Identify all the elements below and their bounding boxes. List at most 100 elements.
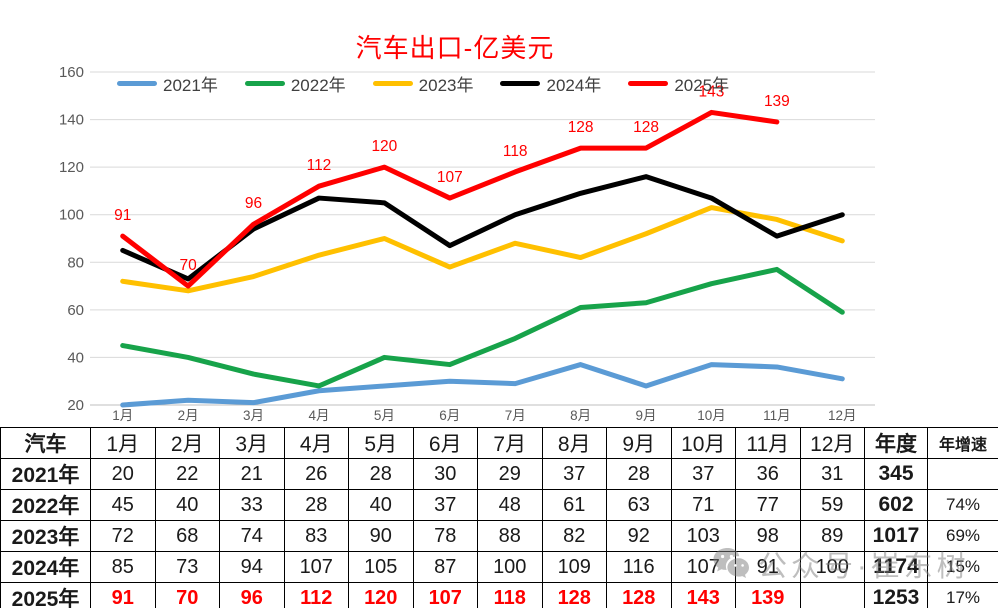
annual-growth-cell: 69% xyxy=(927,520,998,552)
month-value-cell: 116 xyxy=(606,551,672,583)
annual-total-cell: 345 xyxy=(864,458,928,490)
x-axis-tick-label: 9月 xyxy=(636,408,657,423)
y-axis-tick-label: 60 xyxy=(67,302,84,319)
month-value-cell: 77 xyxy=(735,489,801,521)
month-value-cell: 63 xyxy=(606,489,672,521)
month-value-cell: 100 xyxy=(799,551,865,583)
month-value-cell: 89 xyxy=(799,520,865,552)
table-column-header: 3月 xyxy=(219,427,285,459)
table-column-header: 10月 xyxy=(670,427,736,459)
month-value-cell: 37 xyxy=(670,458,736,490)
legend-item: 2021年 xyxy=(117,71,218,96)
x-axis-tick-label: 7月 xyxy=(505,408,526,423)
month-value-cell: 139 xyxy=(735,582,801,608)
x-axis-tick-label: 5月 xyxy=(374,408,395,423)
month-value-cell: 128 xyxy=(541,582,607,608)
table-column-header: 5月 xyxy=(348,427,414,459)
month-value-cell: 91 xyxy=(735,551,801,583)
annual-total-cell: 1253 xyxy=(864,582,928,608)
month-value-cell: 29 xyxy=(477,458,543,490)
month-value-cell: 31 xyxy=(799,458,865,490)
legend-label: 2021年 xyxy=(163,76,218,95)
legend-label: 2024年 xyxy=(546,76,602,95)
month-value-cell: 112 xyxy=(283,582,349,608)
data-label: 120 xyxy=(371,138,397,155)
month-value-cell: 87 xyxy=(412,551,478,583)
month-value-cell: 103 xyxy=(670,520,736,552)
series-line-2021年 xyxy=(120,362,845,408)
month-value-cell: 30 xyxy=(412,458,478,490)
month-value-cell: 59 xyxy=(799,489,865,521)
data-label: 112 xyxy=(307,157,332,174)
month-value-cell: 40 xyxy=(154,489,220,521)
month-value-cell: 68 xyxy=(154,520,220,552)
x-axis-tick-label: 11月 xyxy=(763,408,791,423)
month-value-cell: 48 xyxy=(477,489,543,521)
export-line-chart: 160 140 120 100 80 60 40 20 1月 2月 3月 4月 5月 6月 7月 8月 9月 10… xyxy=(58,33,875,423)
data-label: 96 xyxy=(245,195,262,212)
legend-item: 2022年 xyxy=(244,71,346,96)
month-value-cell: 120 xyxy=(348,582,414,608)
row-label: 2021年 xyxy=(0,458,91,490)
month-value-cell: 78 xyxy=(412,520,478,552)
data-label: 128 xyxy=(568,119,594,136)
legend-swatch xyxy=(500,81,541,86)
table-column-header: 8月 xyxy=(541,427,607,459)
x-axis-tick-label: 12月 xyxy=(828,408,857,423)
month-value-cell: 40 xyxy=(348,489,414,521)
table-column-header: 11月 xyxy=(735,427,801,459)
table-row: 2025年 91 70 96 112 120 107 118 128 128 143 139 1253 1… xyxy=(0,582,998,608)
month-value-cell: 61 xyxy=(541,489,607,521)
legend-swatch xyxy=(372,81,413,86)
series-line-2022年 xyxy=(120,266,845,389)
month-value-cell: 105 xyxy=(348,551,414,583)
month-value-cell: 33 xyxy=(219,489,285,521)
y-axis-tick-label: 80 xyxy=(67,254,84,271)
table-column-header: 1月 xyxy=(90,427,156,459)
month-value-cell: 22 xyxy=(154,458,220,490)
month-value-cell: 96 xyxy=(219,582,285,608)
y-axis-tick-label: 160 xyxy=(59,64,84,81)
y-axis-tick-label: 40 xyxy=(67,349,84,366)
annual-growth-cell: 15% xyxy=(927,551,998,583)
data-label: 139 xyxy=(764,93,790,110)
table-column-header: 年度 xyxy=(864,427,928,459)
x-axis-tick-label: 8月 xyxy=(570,408,591,423)
month-value-cell: 28 xyxy=(348,458,414,490)
x-axis-tick-label: 2月 xyxy=(178,408,199,423)
month-value-cell: 109 xyxy=(541,551,607,583)
month-value-cell: 118 xyxy=(477,582,543,608)
table-column-header: 4月 xyxy=(283,427,349,459)
series-line-2024年 xyxy=(120,174,845,282)
data-label: 107 xyxy=(437,169,463,186)
month-value-cell: 83 xyxy=(283,520,349,552)
row-label: 2025年 xyxy=(0,582,91,608)
month-value-cell: 71 xyxy=(670,489,736,521)
table-header-row: 汽车 1月 2月 3月 4月 5月 6月 7月 8月 9月 10月 11月 12月 年度 年增速 xyxy=(0,427,998,459)
legend-item: 2025年 xyxy=(628,71,729,96)
data-label: 118 xyxy=(503,143,528,160)
month-value-cell: 73 xyxy=(154,551,220,583)
month-value-cell: 85 xyxy=(90,551,156,583)
data-label: 91 xyxy=(114,207,131,224)
table-column-header: 2月 xyxy=(154,427,220,459)
month-value-cell: 45 xyxy=(90,489,156,521)
table-row: 2021年 20 22 21 26 28 30 29 37 28 37 36 31 345 xyxy=(0,458,998,490)
chart-plot: 160 140 120 100 80 60 40 20 1月 2月 3月 4月 5月 6月 7月 8月 9月 10… xyxy=(59,64,875,423)
data-label: 70 xyxy=(180,257,198,274)
month-value-cell: 74 xyxy=(219,520,285,552)
table-column-header: 6月 xyxy=(412,427,478,459)
y-axis-tick-label: 20 xyxy=(67,397,84,414)
series-line-2025年 xyxy=(120,109,780,289)
annual-total-cell: 602 xyxy=(864,489,928,521)
legend-swatch xyxy=(117,81,157,86)
month-value-cell: 128 xyxy=(606,582,672,608)
month-value-cell: 70 xyxy=(154,582,220,608)
month-value-cell: 28 xyxy=(606,458,672,490)
month-value-cell: 107 xyxy=(670,551,736,583)
data-label: 143 xyxy=(699,83,725,100)
table-corner-header: 汽车 xyxy=(0,427,91,459)
table-column-header: 7月 xyxy=(477,427,543,459)
series-line-2023年 xyxy=(120,205,845,294)
